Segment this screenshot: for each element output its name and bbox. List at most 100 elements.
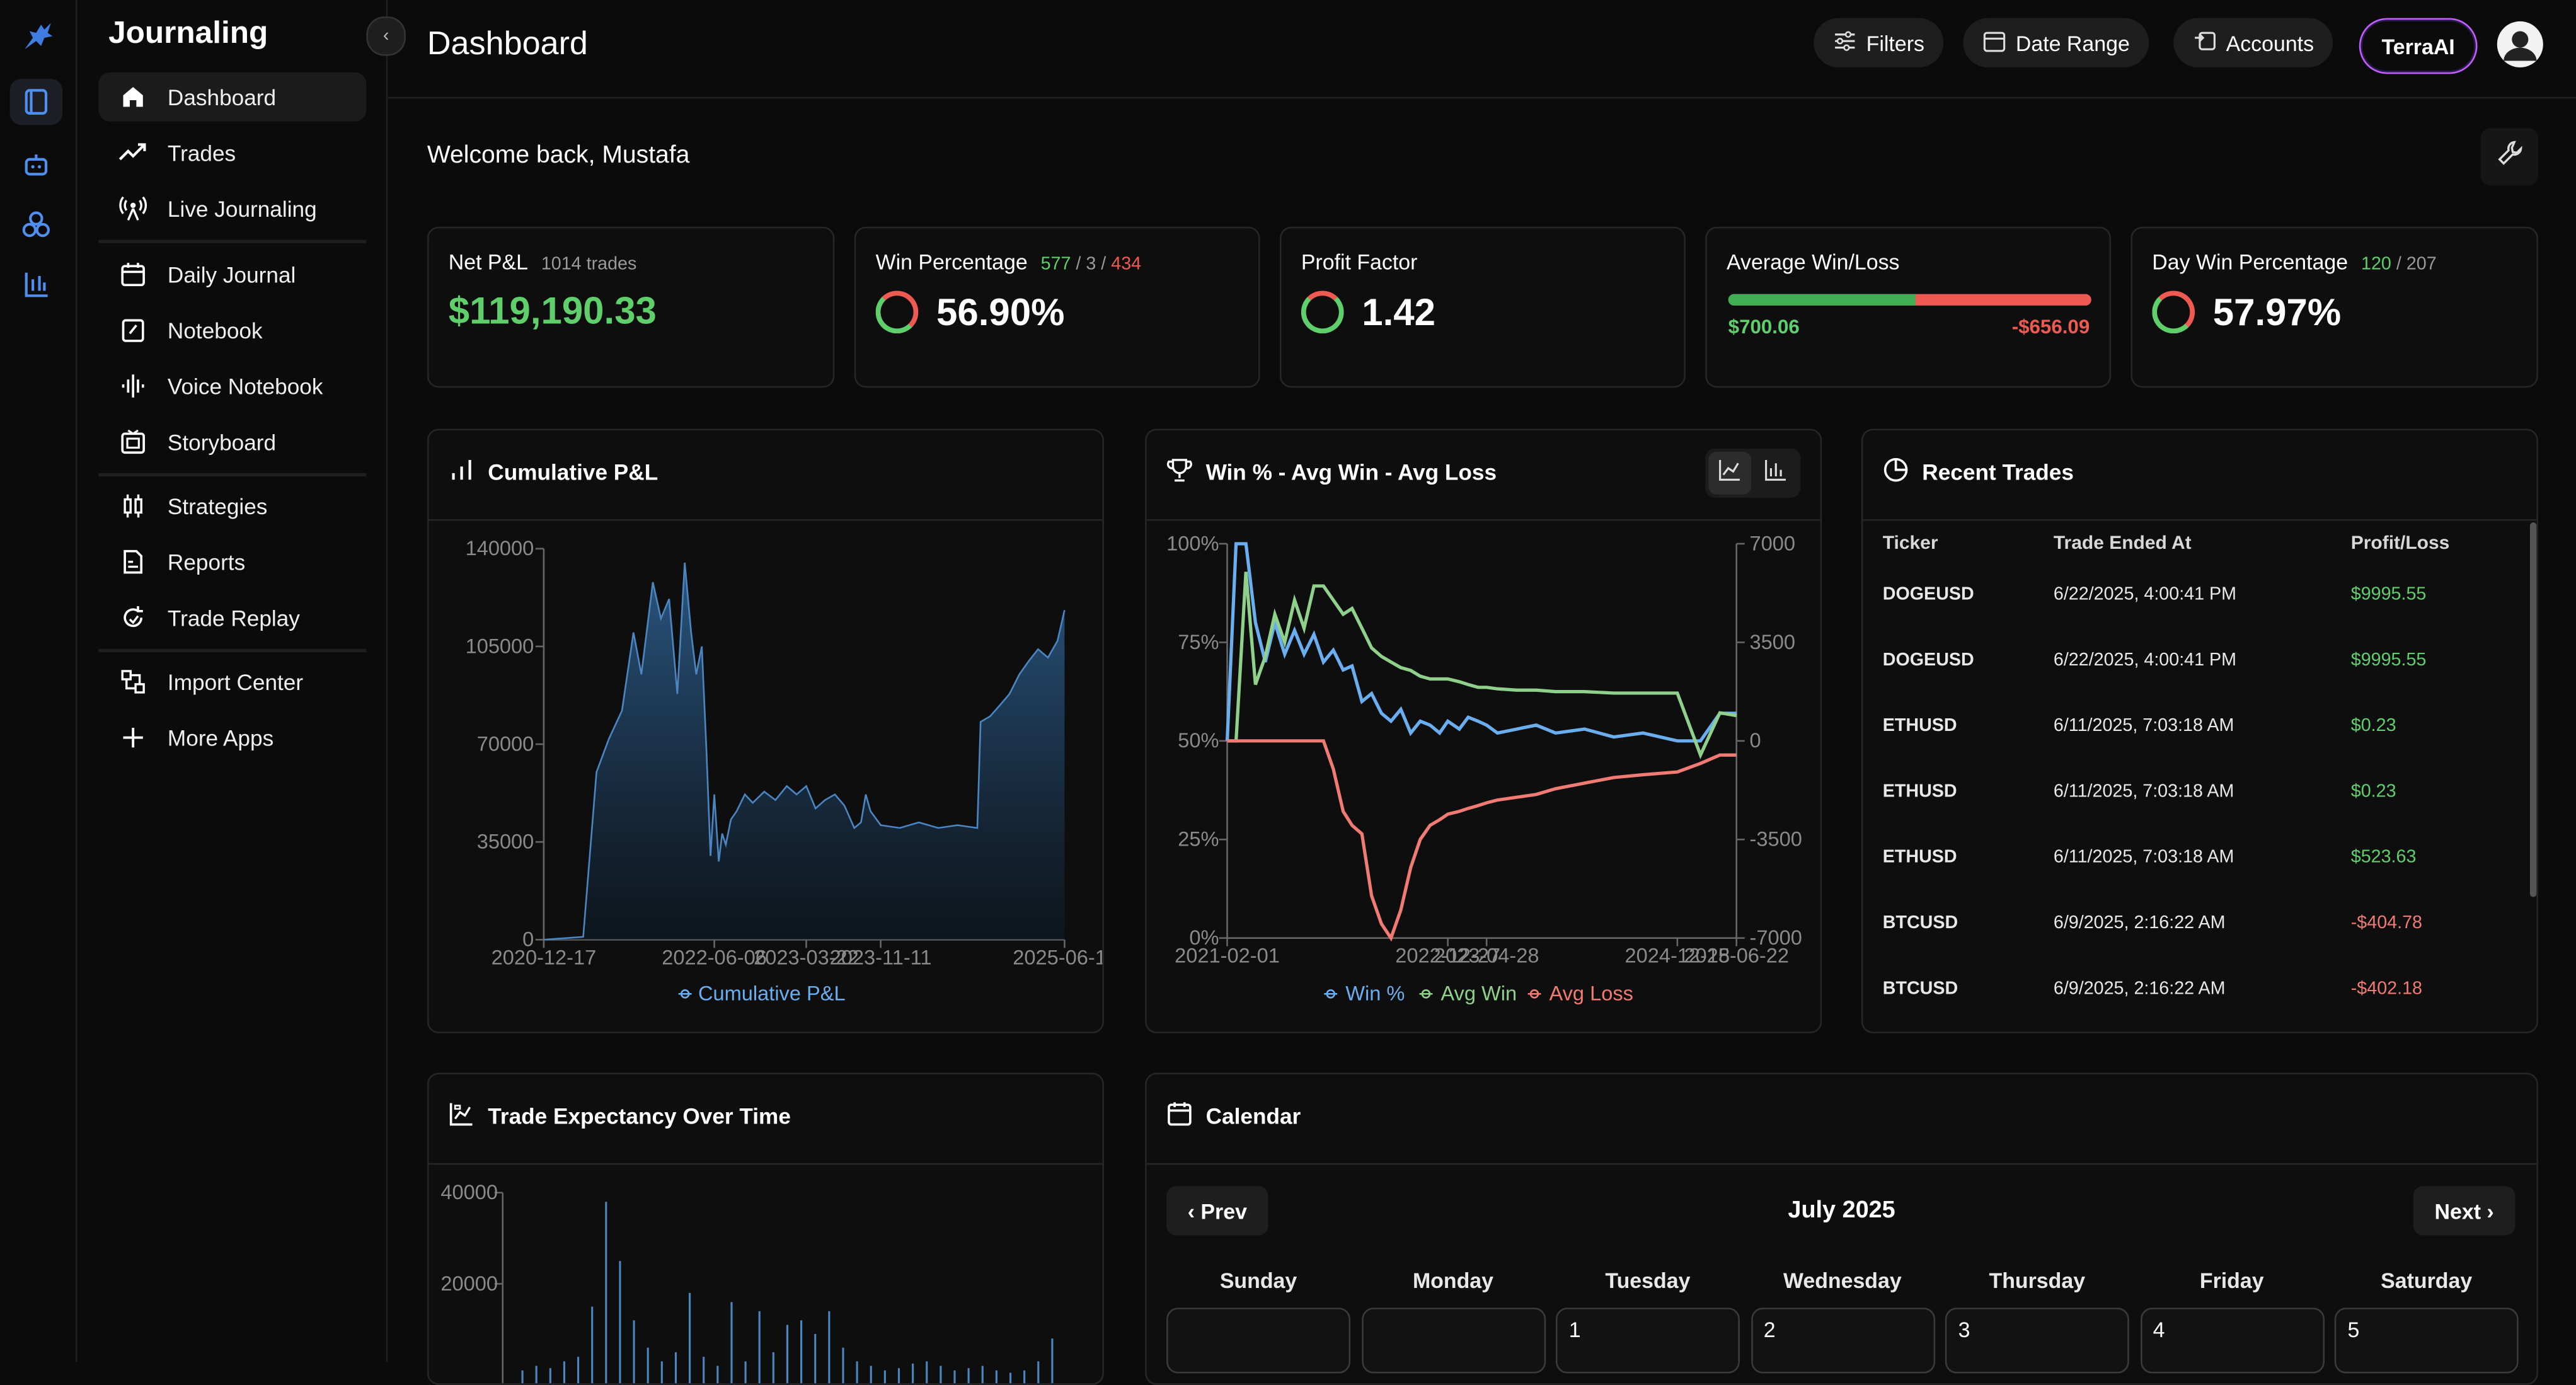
left-tick-label: 0% bbox=[1189, 926, 1219, 949]
accounts-button[interactable]: Accounts bbox=[2173, 18, 2334, 67]
table-row[interactable]: BTCUSD 6/9/2025, 2:16:22 AM -$404.78 bbox=[1863, 904, 2520, 956]
sidebar-item-voice-notebook[interactable]: Voice Notebook bbox=[98, 362, 366, 411]
sidebar-item-notebook[interactable]: Notebook bbox=[98, 306, 366, 355]
day-number: 5 bbox=[2347, 1317, 2360, 1343]
sidebar-divider bbox=[98, 648, 367, 653]
y-tick-label: 20000 bbox=[440, 1272, 498, 1295]
net-pnl-card: Net P&L 1014 trades $119,190.33 bbox=[427, 226, 835, 388]
wrench-icon bbox=[2496, 140, 2522, 175]
prev-month-button[interactable]: ‹ Prev bbox=[1166, 1186, 1268, 1236]
calendar-day[interactable] bbox=[1166, 1307, 1351, 1374]
sidebar-item-storyboard[interactable]: Storyboard bbox=[98, 417, 366, 466]
average-win-loss-card: Average Win/Loss $700.06 -$656.09 bbox=[1705, 226, 2112, 388]
home-icon bbox=[98, 84, 167, 110]
profit-factor-value: 1.42 bbox=[1362, 290, 1435, 334]
ended-at-cell: 6/11/2025, 7:03:18 AM bbox=[2053, 716, 2234, 736]
x-tick-label: 2025-06-22 bbox=[1684, 945, 1789, 967]
sidebar-item-reports[interactable]: Reports bbox=[98, 537, 366, 587]
bot-icon[interactable] bbox=[10, 141, 62, 187]
ticker-cell: ETHUSD bbox=[1882, 716, 1957, 736]
sidebar-item-strategies[interactable]: Strategies bbox=[98, 481, 366, 531]
storyboard-icon bbox=[98, 428, 167, 455]
weekday-header: Wednesday bbox=[1783, 1268, 1902, 1293]
y-tick-label: 140000 bbox=[466, 537, 534, 560]
day-number: 4 bbox=[2153, 1317, 2165, 1343]
ticker-cell: ETHUSD bbox=[1882, 848, 1957, 868]
filters-button[interactable]: Filters bbox=[1814, 18, 1945, 67]
weekday-header: Thursday bbox=[1989, 1268, 2086, 1293]
header: Dashboard Filters Date Range Accounts Te… bbox=[388, 0, 2576, 99]
sidebar-item-label: Voice Notebook bbox=[167, 374, 323, 399]
legend-label: Cumulative P&L bbox=[698, 982, 846, 1005]
panel-title: Calendar bbox=[1205, 1103, 1301, 1129]
ended-at-cell: 6/9/2025, 2:16:22 AM bbox=[2053, 979, 2226, 999]
table-row[interactable]: ETHUSD 6/11/2025, 7:03:18 AM $523.63 bbox=[1863, 838, 2520, 890]
bar-chart-icon bbox=[449, 457, 475, 491]
bull-logo-icon[interactable] bbox=[18, 16, 58, 64]
bar-chart-toggle[interactable] bbox=[1754, 452, 1797, 495]
calendar-day[interactable]: 5 bbox=[2334, 1307, 2519, 1374]
sidebar-item-label: Notebook bbox=[167, 318, 263, 343]
x-tick-label: 2023-04-28 bbox=[1434, 945, 1539, 967]
accounts-icon bbox=[2193, 29, 2216, 57]
y-tick-label: 70000 bbox=[477, 732, 534, 755]
calendar-edit-icon bbox=[98, 261, 167, 288]
panel-title: Win % - Avg Win - Avg Loss bbox=[1205, 459, 1497, 485]
weekday-header: Monday bbox=[1412, 1268, 1494, 1293]
scrollbar[interactable] bbox=[2529, 522, 2537, 897]
calendar-day[interactable] bbox=[1360, 1307, 1545, 1374]
day-win-ring-gauge bbox=[2152, 290, 2195, 334]
x-tick-label: 2022-06-06 bbox=[662, 946, 767, 968]
calendar-day[interactable]: 1 bbox=[1555, 1307, 1740, 1374]
sidebar-item-daily-journal[interactable]: Daily Journal bbox=[98, 250, 366, 299]
date-range-button[interactable]: Date Range bbox=[1963, 18, 2150, 67]
customize-button[interactable] bbox=[2480, 128, 2538, 186]
winning-days-count: 120 bbox=[2361, 255, 2391, 275]
line-chart-toggle[interactable] bbox=[1708, 451, 1752, 495]
sidebar-divider bbox=[98, 473, 367, 477]
table-row[interactable]: DOGEUSD 6/22/2025, 4:00:41 PM $9995.55 bbox=[1863, 641, 2520, 693]
table-row[interactable]: DOGEUSD 6/22/2025, 4:00:41 PM $9995.55 bbox=[1863, 575, 2520, 627]
panel-title: Trade Expectancy Over Time bbox=[488, 1103, 791, 1129]
page-title: Dashboard bbox=[427, 26, 588, 63]
sidebar-item-live-journaling[interactable]: Live Journaling bbox=[98, 184, 366, 233]
sidebar-item-more-apps[interactable]: More Apps bbox=[98, 713, 366, 762]
calendar-day[interactable]: 3 bbox=[1945, 1307, 2129, 1374]
chart-tools-icon[interactable] bbox=[10, 261, 62, 307]
sidebar-item-trades[interactable]: Trades bbox=[98, 128, 366, 177]
column-header-profit-loss[interactable]: Profit/Loss bbox=[2350, 534, 2450, 554]
day-win-percentage-card: Day Win Percentage 120 / 207 57.97% bbox=[2130, 226, 2538, 388]
win-percentage-card: Win Percentage 577 / 3 / 434 56.90% bbox=[854, 226, 1260, 388]
win-percentage-value: 56.90% bbox=[936, 290, 1065, 334]
calendar-day[interactable]: 4 bbox=[2139, 1307, 2324, 1374]
sidebar-item-import-center[interactable]: Import Center bbox=[98, 657, 366, 706]
calendar-day[interactable]: 2 bbox=[1750, 1307, 1935, 1374]
win-share-fill bbox=[1728, 294, 1916, 306]
terra-ai-button[interactable]: TerraAI bbox=[2359, 18, 2478, 74]
sidebar-item-trade-replay[interactable]: Trade Replay bbox=[98, 593, 366, 642]
table-row[interactable]: BTCUSD 6/9/2025, 2:16:22 AM -$402.18 bbox=[1863, 969, 2520, 1021]
y-tick-label: 0 bbox=[522, 928, 534, 951]
profit-factor-ring-gauge bbox=[1301, 290, 1344, 334]
sidebar-item-dashboard[interactable]: Dashboard bbox=[98, 72, 367, 122]
chart-type-toggle bbox=[1705, 448, 1801, 498]
apps-icon[interactable] bbox=[10, 202, 62, 248]
profit-factor-card: Profit Factor 1.42 bbox=[1279, 226, 1686, 388]
collapse-sidebar-button[interactable]: ‹ bbox=[366, 16, 406, 56]
average-win-value: $700.06 bbox=[1728, 315, 1800, 339]
table-row[interactable]: ETHUSD 6/11/2025, 7:03:18 AM $0.23 bbox=[1863, 706, 2520, 759]
table-row[interactable]: ETHUSD 6/11/2025, 7:03:18 AM $0.23 bbox=[1863, 772, 2520, 824]
stat-label: Profit Factor bbox=[1301, 250, 1418, 275]
avatar[interactable] bbox=[2497, 21, 2543, 67]
sidebar-item-label: Daily Journal bbox=[167, 261, 296, 287]
right-tick-label: -3500 bbox=[1750, 828, 1802, 851]
sidebar-item-label: Trades bbox=[167, 140, 236, 166]
ended-at-cell: 6/22/2025, 4:00:41 PM bbox=[2053, 650, 2237, 670]
journal-icon[interactable] bbox=[9, 79, 63, 125]
profit-loss-cell: $0.23 bbox=[2350, 781, 2396, 802]
waveform-icon bbox=[98, 373, 167, 399]
ticker-cell: BTCUSD bbox=[1882, 979, 1958, 999]
next-month-button[interactable]: Next › bbox=[2413, 1186, 2516, 1236]
column-header-ticker[interactable]: Ticker bbox=[1882, 534, 1938, 554]
column-header-trade-ended-at[interactable]: Trade Ended At bbox=[2053, 534, 2192, 554]
